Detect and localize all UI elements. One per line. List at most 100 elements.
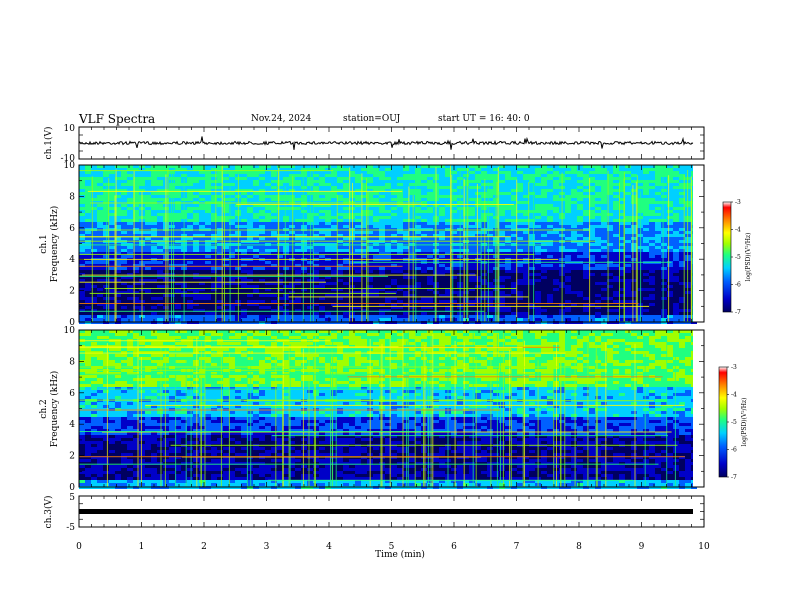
spectrogram-cell xyxy=(79,177,85,180)
spectrogram-cell xyxy=(397,225,403,228)
spectrogram-cell xyxy=(145,234,151,237)
spectrogram-cell xyxy=(463,180,469,183)
spectrogram-cell xyxy=(667,255,673,258)
spectrogram-cell xyxy=(397,237,403,240)
spectrogram-cell xyxy=(373,267,379,270)
spectrogram-cell xyxy=(211,288,217,291)
spectrogram-cell xyxy=(301,279,307,282)
spectrogram-cell xyxy=(403,198,409,201)
spectrogram-cell xyxy=(481,219,487,222)
spectrogram-cell xyxy=(541,300,547,303)
spectrogram-cell xyxy=(529,204,535,207)
spectrogram-cell xyxy=(463,207,469,210)
spectrogram-cell xyxy=(673,213,679,216)
spectrogram-cell xyxy=(649,255,655,258)
spectrogram-cell xyxy=(679,186,685,189)
spectrogram-cell xyxy=(463,276,469,279)
spectrogram-cell xyxy=(391,300,397,303)
spectrogram-cell xyxy=(127,213,133,216)
spectrogram-cell xyxy=(499,276,505,279)
spectrogram-cell xyxy=(595,183,601,186)
spectrogram-cell xyxy=(667,234,673,237)
spectrogram-cell xyxy=(463,177,469,180)
spectrogram-cell xyxy=(637,174,643,177)
spectrogram-cell xyxy=(217,183,223,186)
spectrogram-cell xyxy=(307,183,313,186)
spectrogram-cell xyxy=(271,234,277,237)
spectrogram-cell xyxy=(391,270,397,273)
spectrogram-cell xyxy=(271,192,277,195)
spectrogram-cell xyxy=(601,303,607,306)
spectrogram-cell xyxy=(673,237,679,240)
spectrogram-cell xyxy=(637,285,643,288)
spectrogram-cell xyxy=(619,288,625,291)
spectrogram-cell xyxy=(553,180,559,183)
spectrogram-cell xyxy=(547,195,553,198)
spectrogram-cell xyxy=(307,282,313,285)
spectrogram-cell xyxy=(553,204,559,207)
spectrogram-cell xyxy=(499,246,505,249)
spectrogram-cell xyxy=(439,219,445,222)
spectrogram-cell xyxy=(355,291,361,294)
spectrogram-cell xyxy=(343,255,349,258)
spectrogram-cell xyxy=(529,195,535,198)
spectrogram-cell xyxy=(277,237,283,240)
spectrogram-cell xyxy=(559,171,565,174)
spectrogram-cell xyxy=(571,165,577,168)
spectrogram-cell xyxy=(499,222,505,225)
spectrogram-cell xyxy=(541,207,547,210)
spectrogram-cell xyxy=(361,267,367,270)
date-label: Nov.24, 2024 xyxy=(251,114,312,124)
spectrogram-cell xyxy=(547,264,553,267)
spectrogram-cell xyxy=(469,225,475,228)
spectrogram-cell xyxy=(643,285,649,288)
spectrogram-cell xyxy=(667,300,673,303)
spectrogram-cell xyxy=(547,198,553,201)
spectrogram-cell xyxy=(319,237,325,240)
spectrogram-cell xyxy=(331,300,337,303)
spectrogram-cell xyxy=(139,180,145,183)
spectrogram-cell xyxy=(589,225,595,228)
spectrogram-cell xyxy=(127,297,133,300)
spectrogram-cell xyxy=(469,198,475,201)
spectrogram-cell xyxy=(511,198,517,201)
spectrogram-cell xyxy=(337,234,343,237)
spectrogram-cell xyxy=(91,210,97,213)
spectrogram-cell xyxy=(493,249,499,252)
spectrogram-cell xyxy=(607,165,613,168)
spectrogram-cell xyxy=(127,207,133,210)
spectrogram-cell xyxy=(331,189,337,192)
spectrogram-cell xyxy=(379,168,385,171)
spectrogram-cell xyxy=(301,189,307,192)
spectrogram-cell xyxy=(385,177,391,180)
spectrogram-cell xyxy=(325,168,331,171)
spectrogram-cell xyxy=(535,195,541,198)
spectrogram-cell xyxy=(607,183,613,186)
spectrogram-cell xyxy=(481,264,487,267)
spectrogram-cell xyxy=(649,285,655,288)
spectrogram-cell xyxy=(445,264,451,267)
spectrogram-cell xyxy=(115,189,121,192)
spectrogram-cell xyxy=(409,231,415,234)
ch1-ytick-top: 10 xyxy=(64,124,76,134)
spectrogram-cell xyxy=(373,180,379,183)
spectrogram-cell xyxy=(241,225,247,228)
spectrogram-cell xyxy=(241,267,247,270)
spectrogram-cell xyxy=(355,216,361,219)
spectrogram-cell xyxy=(253,237,259,240)
spectrogram-cell xyxy=(241,270,247,273)
spectrogram-cell xyxy=(307,192,313,195)
spectrogram-cell xyxy=(463,219,469,222)
spectrogram-cell xyxy=(631,276,637,279)
spectrogram-cell xyxy=(571,216,577,219)
spectrogram-cell xyxy=(229,285,235,288)
spectrogram-cell xyxy=(253,303,259,306)
spectrogram-cell xyxy=(121,303,127,306)
spectrogram-cell xyxy=(271,270,277,273)
spectrogram-cell xyxy=(199,261,205,264)
spectrogram-cell xyxy=(199,183,205,186)
spectrogram-cell xyxy=(631,228,637,231)
spectrogram-cell xyxy=(367,303,373,306)
spectrogram-cell xyxy=(217,189,223,192)
spectrogram-cell xyxy=(313,222,319,225)
